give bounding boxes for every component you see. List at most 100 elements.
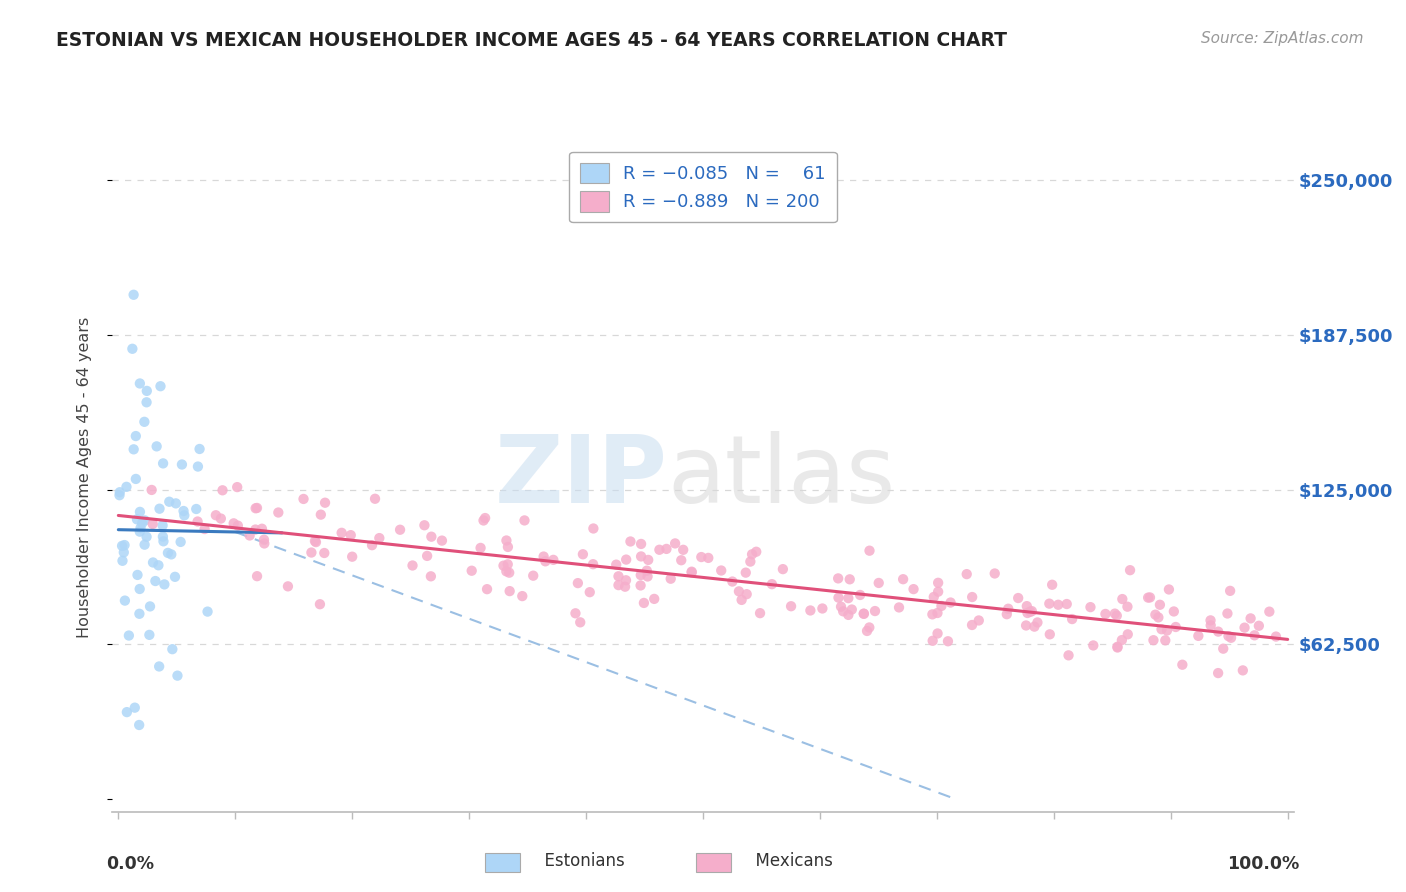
Point [1057,648,1080,663]
Point [741,547,763,561]
Point [1056,597,1078,611]
Point [956,567,979,582]
Point [921,607,943,622]
Point [246,500,269,515]
Point [162,642,184,657]
Point [135,530,157,544]
Point [745,545,768,559]
Point [567,576,589,591]
Point [721,574,744,589]
Point [903,582,925,596]
Point [1111,592,1133,607]
Point [145,439,167,453]
Point [564,607,586,621]
Point [637,569,659,583]
Point [830,599,852,614]
Point [114,538,136,552]
Point [430,533,453,548]
Point [1021,604,1043,618]
Point [205,508,228,523]
Point [1139,591,1161,605]
Point [607,578,630,592]
Point [1026,615,1049,630]
Point [222,516,245,531]
Point [1218,629,1240,643]
Point [1147,610,1170,624]
Point [997,601,1019,615]
Point [922,590,945,604]
Point [1039,627,1062,641]
Point [569,615,592,630]
Point [852,607,875,621]
Point [1107,640,1129,654]
Point [927,606,949,620]
Point [330,525,353,540]
Text: Source: ZipAtlas.com: Source: ZipAtlas.com [1201,31,1364,46]
Point [1040,578,1063,592]
Point [148,558,170,573]
Point [1107,640,1129,655]
Point [112,545,135,559]
Point [124,700,146,714]
Point [630,549,652,564]
Point [1199,618,1222,632]
Point [309,508,332,522]
Point [472,513,495,527]
Point [681,565,703,579]
Point [1206,666,1229,681]
Point [145,574,167,588]
Point [1219,583,1241,598]
Point [134,538,156,552]
Point [1017,606,1039,620]
Point [187,459,209,474]
Point [416,549,439,563]
Point [115,480,138,494]
Point [533,549,555,564]
Point [1258,605,1281,619]
Point [891,572,914,586]
Point [239,528,262,542]
Point [141,483,163,497]
Point [498,566,520,580]
Point [118,628,141,642]
Point [1083,639,1105,653]
Point [1239,611,1261,625]
Point [690,549,713,564]
Point [582,521,605,535]
Point [368,531,391,545]
Point [513,513,536,527]
Point [125,472,148,486]
Point [740,555,762,569]
Point [314,546,336,560]
Point [582,558,605,572]
Point [194,522,217,536]
Point [659,572,682,586]
Text: Mexicans: Mexicans [745,852,832,870]
Point [475,582,498,596]
Point [636,564,658,578]
Point [1015,618,1038,632]
Point [1212,641,1234,656]
Point [128,582,150,596]
Text: Estonians: Estonians [534,852,626,870]
Point [1163,604,1185,618]
Point [129,521,152,535]
Point [927,584,949,599]
Point [655,541,678,556]
Point [1104,607,1126,621]
Point [1116,627,1139,641]
Point [664,536,686,550]
Point [160,548,183,562]
Point [728,584,751,599]
Point [1149,598,1171,612]
Point [125,512,148,526]
Point [108,485,131,500]
Point [128,718,150,732]
Point [498,584,520,599]
Point [1156,624,1178,638]
Point [299,545,322,559]
Point [413,518,436,533]
Point [134,415,156,429]
Point [134,513,156,527]
Point [309,597,332,611]
